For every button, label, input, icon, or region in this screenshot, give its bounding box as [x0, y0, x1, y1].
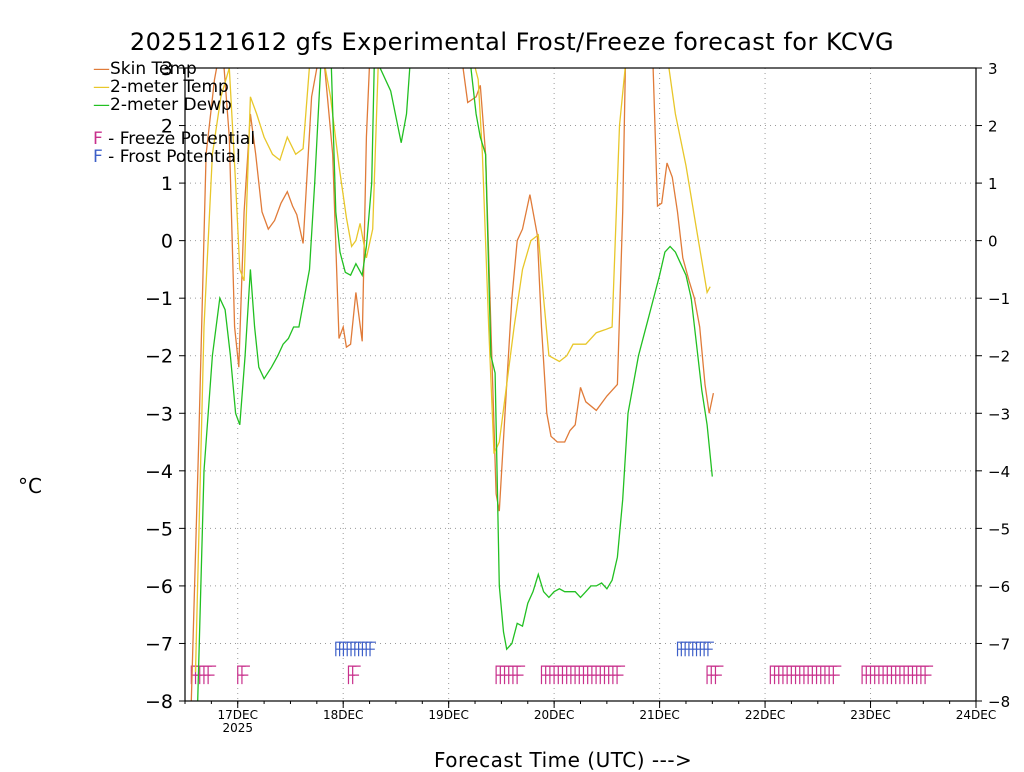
- y-tick-label-right: −3: [988, 405, 1010, 423]
- freeze-potential-marker: [516, 665, 526, 685]
- y-tick-label: −7: [145, 633, 173, 655]
- x-tick-label: 22DEC: [745, 708, 785, 722]
- series-layer: [190, 68, 715, 701]
- freeze-potential-marker: [832, 665, 842, 685]
- freeze-potential-marker: [616, 665, 626, 685]
- grid-layer: [185, 68, 976, 701]
- plot-frame: [184, 67, 977, 702]
- y-tick-label-right: 1: [988, 175, 998, 193]
- legend-2m-dewp: —2-meter Dewp: [93, 96, 255, 114]
- legend-label: 2-meter Temp: [110, 77, 229, 97]
- freeze-potential-marker: [924, 665, 934, 685]
- f-glyph: [207, 665, 217, 685]
- y-tick-label: −1: [145, 288, 173, 310]
- y-tick-label-right: −6: [988, 578, 1010, 596]
- freeze-potential-marker: [714, 665, 724, 685]
- x-tick-label: 24DEC: [956, 708, 996, 722]
- frost-potential-marker: [707, 641, 714, 657]
- y-tick-label-right: −4: [988, 463, 1010, 481]
- f-glyph: [714, 665, 724, 685]
- axis-layer: −8 −8 −7 −7 −6 −6 −5 −5 −4 −4 −3 −3 −2 −2 −1 −1 0 0 1 1 2 2 3 3…: [145, 58, 1010, 735]
- y-tick-label-right: −2: [988, 348, 1010, 366]
- legend: —Skin Temp —2-meter Temp —2-meter Dewp F…: [93, 60, 255, 166]
- y-tick-label-right: −1: [988, 290, 1010, 308]
- f-glyph: [369, 641, 377, 657]
- y-tick-label-right: 3: [988, 60, 998, 78]
- series-line-2-meter-temp: [194, 68, 711, 673]
- freeze-potential-marker: [241, 665, 250, 685]
- f-glyph: [707, 641, 714, 657]
- legend-2m-temp: —2-meter Temp: [93, 78, 255, 96]
- legend-line-swatch: —: [93, 77, 110, 97]
- y-tick-label-right: 2: [988, 118, 998, 136]
- x-tick-label: 20DEC: [534, 708, 574, 722]
- y-tick-label: −2: [145, 346, 173, 368]
- y-tick-label: −4: [145, 461, 173, 483]
- f-glyph: [924, 665, 934, 685]
- series-line-2-meter-dewp: [197, 68, 713, 701]
- y-tick-label-right: −8: [988, 693, 1010, 711]
- potential-flags-layer: [190, 641, 934, 685]
- x-tick-label: 23DEC: [850, 708, 890, 722]
- x-tick-sublabel: 2025: [222, 721, 253, 735]
- x-tick-label: 21DEC: [639, 708, 679, 722]
- y-tick-label: 1: [161, 173, 173, 195]
- f-glyph: [832, 665, 842, 685]
- freeze-potential-marker: [207, 665, 217, 685]
- y-tick-label: −3: [145, 403, 173, 425]
- series-line-skin-temp: [190, 68, 715, 701]
- legend-label: Skin Temp: [110, 59, 197, 79]
- y-tick-label-right: 0: [988, 233, 998, 251]
- y-tick-label: −8: [145, 691, 173, 713]
- y-axis-label: °C: [18, 474, 42, 498]
- y-tick-label: −5: [145, 518, 173, 540]
- legend-skin-temp: —Skin Temp: [93, 60, 255, 78]
- y-tick-label: 3: [161, 58, 173, 80]
- x-tick-label: 17DEC: [217, 708, 257, 722]
- f-glyph: [241, 665, 250, 685]
- y-tick-label: 0: [161, 231, 173, 253]
- legend-line-swatch: —: [93, 95, 110, 115]
- freeze-potential-marker: [352, 665, 361, 685]
- frost-potential-marker: [369, 641, 377, 657]
- y-tick-label-right: −5: [988, 520, 1010, 538]
- x-tick-label: 18DEC: [323, 708, 363, 722]
- chart-title: 2025121612 gfs Experimental Frost/Freeze…: [129, 28, 895, 56]
- legend-frost: F - Frost Potential: [93, 147, 241, 167]
- f-glyph: [616, 665, 626, 685]
- y-tick-label: 2: [161, 116, 173, 138]
- legend-line-swatch: —: [93, 59, 110, 79]
- x-tick-label: 19DEC: [428, 708, 468, 722]
- x-axis-label: Forecast Time (UTC) --->: [434, 748, 693, 772]
- f-glyph: [352, 665, 361, 685]
- f-glyph: [516, 665, 526, 685]
- y-tick-label: −6: [145, 576, 173, 598]
- legend-label: 2-meter Dewp: [110, 95, 232, 115]
- legend-freeze: F - Freeze Potential: [93, 129, 256, 149]
- y-tick-label-right: −7: [988, 635, 1010, 653]
